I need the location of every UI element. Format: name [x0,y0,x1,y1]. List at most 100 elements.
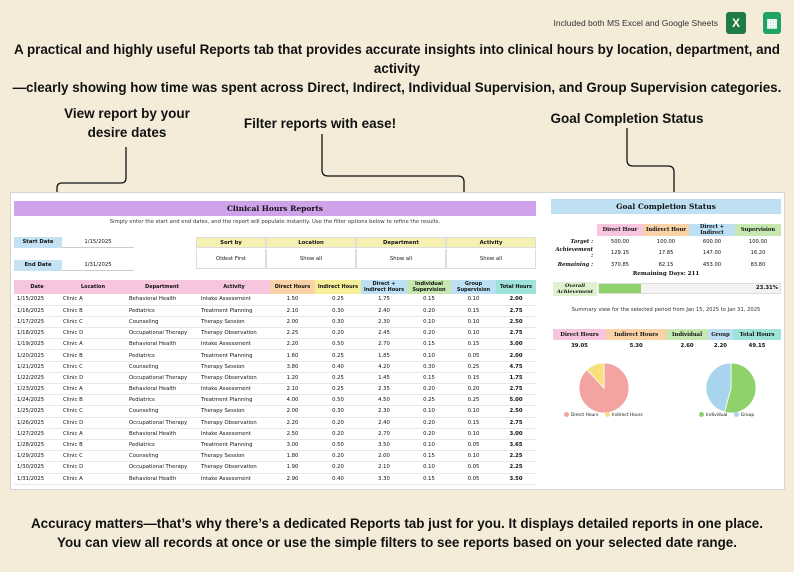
table-cell: Clinic B [60,439,126,452]
legend-indirect: Indirect Hours [611,413,643,418]
table-cell: 0.05 [451,473,496,485]
table-cell: 2.50 [270,428,315,440]
table-cell: 1/29/2025 [14,450,60,463]
table-cell: 0.20 [315,461,361,474]
summary-direct-value: 39.05 [571,343,588,349]
table-row: 1/30/2025 Clinic D Occupational Therapy The… [14,461,536,474]
goal-row: Target : 500.00 100.00 600.00 100.00 [553,236,781,247]
table-cell: 3.30 [361,473,407,485]
table-cell: 0.10 [451,428,496,440]
report-table: Date Location Department Activity Direct Hou… [14,280,536,485]
spreadsheet-report: Clinical Hours Reports Simply enter the … [10,192,785,490]
callout-dates: View report by your desire dates [52,104,202,142]
summary-header-total: Total Hours [733,329,781,340]
table-cell: 1/23/2025 [14,383,60,396]
table-cell: 2.00 [361,450,407,463]
pie-slice-indirect-hours [586,362,605,390]
table-cell: 2.45 [361,327,407,340]
report-title: Clinical Hours Reports [14,201,536,216]
table-cell: 1.75 [361,294,407,306]
table-cell: Clinic C [60,316,126,329]
table-row: 1/31/2025 Clinic A Behavioral Health Intake… [14,473,536,485]
goal-row-label: Remaining : [557,261,593,268]
table-cell: 0.25 [315,383,361,396]
column-header: Location [60,280,126,294]
table-cell: Therapy Session [198,316,270,329]
table-cell: 0.20 [315,327,361,340]
bottom-line-2: You can view all records at once or use … [57,535,737,550]
table-row: 1/18/2025 Clinic D Occupational Therapy The… [14,327,536,340]
table-cell: Treatment Planning [198,349,270,362]
table-cell: 0.20 [407,417,451,429]
table-cell: 0.20 [407,383,451,396]
callout-dates-line-2: desire dates [87,125,167,140]
table-cell: Pediatrics [126,439,198,452]
table-cell: Behavioral Health [126,383,198,396]
table-cell: 0.05 [451,461,496,474]
sort-by-select[interactable]: Oldest First [196,249,266,269]
table-row: 1/29/2025 Clinic C Counseling Therapy Sessi… [14,450,536,463]
table-cell: Pediatrics [126,305,198,317]
table-cell: Treatment Planning [198,394,270,407]
department-filter-select[interactable]: Show all [356,249,446,269]
callout-goal: Goal Completion Status [550,111,704,126]
goal-row-label: Target : [570,238,593,245]
column-header: Department [126,280,198,294]
table-cell: 0.30 [315,316,361,329]
goal-cell: 500.00 [610,238,630,245]
table-header-row: Date Location Department Activity Direct Hou… [14,280,536,294]
table-cell: Pediatrics [126,349,198,362]
table-cell: Therapy Observation [198,461,270,474]
goal-header-empty [553,224,597,236]
table-cell: Occupational Therapy [126,461,198,474]
goal-cell: 16.20 [750,250,766,257]
table-cell: 3.50 [361,439,407,452]
location-filter-select[interactable]: Show all [266,249,356,269]
table-cell: 0.30 [407,361,451,373]
activity-filter-label: Activity [446,237,536,248]
excel-icon: X [726,12,746,34]
end-date-label: End Date [14,260,62,271]
table-cell: Therapy Observation [198,417,270,429]
activity-filter-select[interactable]: Show all [446,249,536,269]
table-row: 1/21/2025 Clinic C Counseling Therapy Sessi… [14,361,536,373]
table-cell: Clinic B [60,394,126,407]
table-cell: Therapy Observation [198,327,270,340]
table-cell: Counseling [126,450,198,463]
sort-by-label: Sort by [196,237,266,248]
goal-cell: 453.00 [702,261,722,268]
headline-line-1: A practical and highly useful Reports ta… [14,42,780,76]
start-date-label: Start Date [14,237,62,248]
table-cell: Intake Assessment [198,428,270,440]
table-cell: 0.10 [451,405,496,418]
table-cell: Occupational Therapy [126,372,198,385]
table-cell: 0.25 [315,372,361,385]
table-cell: Clinic A [60,428,126,440]
start-date-input[interactable]: 1/15/2025 [62,237,134,248]
table-cell: Clinic D [60,461,126,474]
table-cell: 0.30 [315,405,361,418]
arrow-goal [626,128,678,200]
pie-slice-group [705,362,732,413]
table-row: 1/17/2025 Clinic C Counseling Therapy Sessi… [14,316,536,329]
table-cell: 0.10 [407,349,451,362]
column-header: Direct Hours [270,280,315,294]
table-cell: Behavioral Health [126,294,198,306]
table-cell: 1.85 [361,349,407,362]
table-cell: Clinic C [60,361,126,373]
goal-cell: 370.85 [610,261,630,268]
table-cell: Therapy Session [198,450,270,463]
summary-header-group: Group [707,329,734,340]
table-cell: 0.05 [451,439,496,452]
table-row: 1/19/2025 Clinic A Behavioral Health Intake… [14,338,536,351]
table-cell: 0.10 [451,450,496,463]
table-cell: 0.20 [315,428,361,440]
table-cell: Intake Assessment [198,338,270,351]
overall-progress-track [598,283,781,294]
goal-row-label: Achievement : [555,247,594,260]
end-date-input[interactable]: 1/31/2025 [62,260,134,271]
table-cell: 1.60 [270,349,315,362]
table-cell: 1/22/2025 [14,372,60,385]
table-cell: Intake Assessment [198,383,270,396]
table-cell: 2.00 [496,349,536,362]
